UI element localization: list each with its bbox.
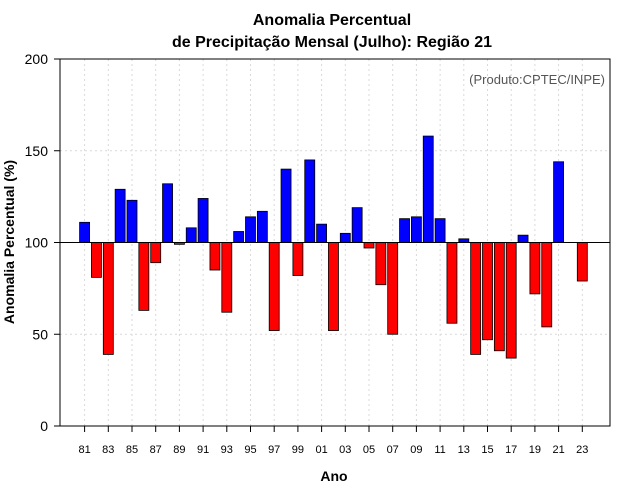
bar-2002 — [328, 242, 339, 331]
bar-1988 — [162, 183, 173, 243]
x-tick-label: 91 — [197, 444, 209, 456]
bar-2008 — [399, 218, 410, 243]
bar-1983 — [102, 242, 114, 355]
bar-1996 — [256, 210, 268, 243]
bar-2000 — [304, 159, 316, 243]
chart-title-line1: Anomalia Percentual — [253, 12, 411, 29]
bar-2016 — [493, 242, 505, 352]
y-tick-label: 100 — [25, 235, 49, 251]
grid-lines — [60, 59, 610, 426]
bar-1990 — [185, 227, 197, 243]
x-tick-label: 93 — [221, 444, 233, 456]
bar-2004 — [351, 207, 363, 243]
bar-1985 — [126, 199, 138, 243]
bar-1998 — [280, 168, 292, 243]
bar-2001 — [316, 223, 328, 243]
bar-1981 — [79, 221, 90, 243]
bar-2009 — [410, 216, 422, 243]
bar-1987 — [150, 242, 162, 264]
y-axis: 0 50 100 150 200 — [25, 51, 60, 434]
chart-title-line2: de Precipitação Mensal (Julho): Região 2… — [172, 34, 492, 51]
bar-1994 — [233, 231, 245, 243]
y-tick-label: 0 — [40, 418, 48, 434]
bar-2012 — [446, 242, 458, 324]
x-tick-label: 83 — [102, 444, 114, 456]
bar-2017 — [505, 242, 517, 359]
x-tick-label: 01 — [315, 444, 327, 456]
bar-2005 — [363, 242, 375, 249]
x-tick-label: 87 — [150, 444, 162, 456]
x-tick-label: 09 — [410, 444, 422, 456]
y-tick-label: 50 — [32, 326, 48, 342]
x-tick-label: 99 — [292, 444, 304, 456]
bar-1992 — [209, 242, 221, 271]
bar-2021 — [553, 161, 564, 243]
bar-1997 — [268, 242, 280, 331]
y-tick-label: 150 — [25, 143, 49, 159]
x-tick-label: 95 — [244, 444, 256, 456]
bar-2011 — [434, 218, 446, 243]
bar-2003 — [339, 232, 351, 243]
bar-2013 — [458, 238, 470, 243]
x-tick-label: 97 — [268, 444, 280, 456]
bar-1991 — [197, 198, 209, 243]
x-tick-label: 03 — [339, 444, 351, 456]
x-tick-label: 05 — [363, 444, 375, 456]
bar-2020 — [541, 242, 553, 328]
x-tick-label: 21 — [552, 444, 564, 456]
y-tick-label: 200 — [25, 51, 49, 67]
bar-1984 — [114, 188, 126, 243]
x-axis: 81 83 85 87 89 91 93 95 97 99 01 03 05 07 09 11 13 15 17 19… — [78, 426, 588, 456]
x-tick-label: 07 — [387, 444, 399, 456]
credit-text: (Produto:CPTEC/INPE) — [469, 72, 605, 87]
bar-1982 — [91, 242, 102, 278]
x-tick-label: 15 — [481, 444, 493, 456]
bar-2023 — [576, 242, 588, 282]
bar-2010 — [422, 135, 434, 243]
x-tick-label: 23 — [576, 444, 588, 456]
x-tick-label: 19 — [529, 444, 541, 456]
x-tick-label: 85 — [126, 444, 138, 456]
x-tick-label: 17 — [505, 444, 517, 456]
bar-1999 — [292, 242, 304, 276]
bar-2018 — [517, 234, 529, 243]
bar-2015 — [482, 242, 493, 341]
x-axis-label: Ano — [320, 468, 347, 484]
y-axis-label: Anomalia Percentual (%) — [1, 160, 17, 324]
bar-1995 — [245, 216, 256, 243]
bar-2006 — [375, 242, 387, 286]
x-tick-label: 89 — [173, 444, 185, 456]
x-tick-label: 81 — [78, 444, 90, 456]
bar-2014 — [470, 242, 482, 355]
bar-1993 — [221, 242, 233, 313]
x-tick-label: 11 — [434, 444, 445, 456]
bar-1986 — [138, 242, 150, 311]
bar-2019 — [529, 242, 541, 295]
x-tick-label: 13 — [458, 444, 470, 456]
bar-2007 — [387, 242, 399, 335]
